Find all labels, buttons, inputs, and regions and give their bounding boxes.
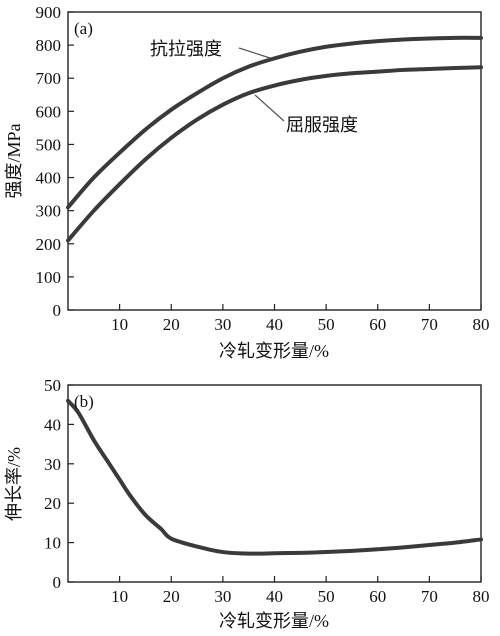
x-tick-label: 70 bbox=[421, 587, 438, 606]
panel-b-series-0-line bbox=[66, 398, 483, 556]
panel-a-ticks: 10 20 30 40 50 60 70 80010020030040050060070080… bbox=[36, 3, 490, 334]
x-tick-label: 60 bbox=[369, 587, 386, 606]
panel-a-series-1-line bbox=[66, 65, 483, 243]
x-tick-label: 20 bbox=[163, 315, 180, 334]
y-tick-label: 800 bbox=[36, 36, 62, 55]
y-tick-label: 700 bbox=[36, 69, 62, 88]
x-tick-label: 80 bbox=[473, 587, 490, 606]
panel-b-ticks: 10 20 30 40 50 60 70 80 0 10 20 30 40 50 bbox=[44, 376, 490, 606]
panel-a-label: (a) bbox=[74, 19, 93, 38]
x-tick-label: 70 bbox=[421, 315, 438, 334]
x-tick-label: 50 bbox=[318, 315, 335, 334]
x-tick-label: 20 bbox=[163, 587, 180, 606]
panel-a-xlabel: 冷轧变形量/% bbox=[219, 341, 329, 361]
x-tick-label: 50 bbox=[318, 587, 335, 606]
x-tick-label: 40 bbox=[266, 315, 283, 334]
x-tick-label: 40 bbox=[266, 587, 283, 606]
annotation-yield-strength: 屈服强度 bbox=[286, 115, 358, 135]
y-tick-label: 100 bbox=[36, 268, 62, 287]
y-tick-label: 500 bbox=[36, 135, 62, 154]
y-tick-label: 200 bbox=[36, 235, 62, 254]
y-tick-label: 0 bbox=[53, 301, 62, 320]
panel-b-xlabel: 冷轧变形量/% bbox=[219, 611, 329, 631]
x-tick-label: 30 bbox=[214, 315, 231, 334]
panel-a-strength-chart: 10 20 30 40 50 60 70 80010020030040050060070080… bbox=[4, 3, 490, 361]
panel-a-curves bbox=[66, 35, 483, 243]
y-tick-label: 0 bbox=[53, 573, 62, 592]
y-tick-label: 40 bbox=[44, 415, 61, 434]
y-tick-label: 20 bbox=[44, 494, 61, 513]
y-tick-label: 900 bbox=[36, 3, 62, 22]
x-tick-label: 60 bbox=[369, 315, 386, 334]
y-tick-label: 10 bbox=[44, 534, 61, 553]
annotation-tensile-strength: 抗拉强度 bbox=[150, 39, 222, 59]
x-tick-label: 10 bbox=[111, 587, 128, 606]
x-tick-label: 80 bbox=[473, 315, 490, 334]
leader-tensile-strength bbox=[238, 47, 271, 59]
y-tick-label: 400 bbox=[36, 169, 62, 188]
panel-a-series-0-line bbox=[66, 35, 483, 210]
panel-a-ylabel: 强度/MPa bbox=[4, 123, 24, 198]
panel-b-label: (b) bbox=[74, 392, 94, 411]
panel-b-ylabel: 伸长率/% bbox=[4, 447, 24, 521]
y-tick-label: 300 bbox=[36, 202, 62, 221]
panel-b-curves bbox=[66, 398, 483, 556]
x-tick-label: 10 bbox=[111, 315, 128, 334]
leader-yield-strength bbox=[254, 94, 285, 122]
y-tick-label: 30 bbox=[44, 455, 61, 474]
y-tick-label: 600 bbox=[36, 102, 62, 121]
y-tick-label: 50 bbox=[44, 376, 61, 395]
x-tick-label: 30 bbox=[214, 587, 231, 606]
